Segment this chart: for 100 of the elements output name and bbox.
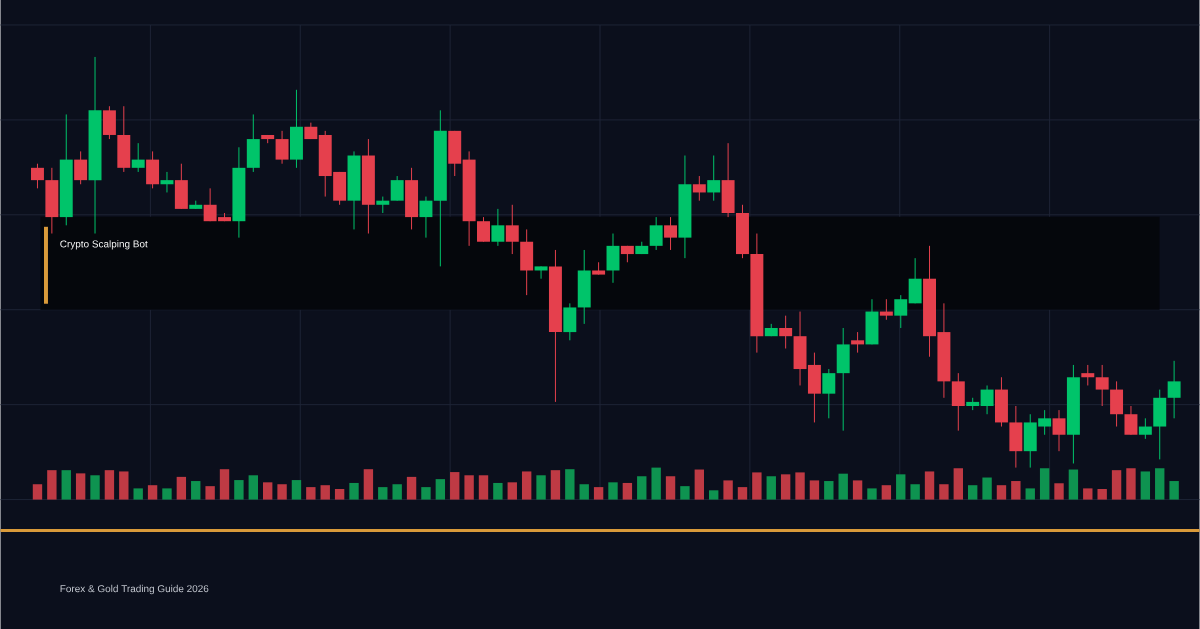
bar: [593, 486, 604, 500]
text: Forex & Gold Trading Guide 2026: [60, 584, 209, 594]
candlestick: [1081, 364, 1095, 386]
candlestick: [649, 216, 663, 251]
annotation: Crypto Scalping Bot: [60, 239, 148, 250]
bar: [838, 473, 848, 500]
bar: [277, 483, 287, 500]
bar: [1169, 480, 1179, 500]
bar: [478, 475, 489, 500]
bar: [737, 486, 748, 500]
bar: [291, 479, 302, 500]
bar: [1011, 480, 1021, 500]
bar: [1083, 488, 1093, 500]
bar: [1140, 471, 1151, 500]
candlestick: [131, 142, 145, 173]
bar: [709, 490, 719, 500]
bar: [435, 478, 446, 500]
bar: [450, 471, 460, 500]
bar: [867, 488, 877, 500]
bar: [349, 482, 359, 500]
bar: [1068, 469, 1079, 500]
bar: [205, 485, 215, 500]
bar: [910, 483, 920, 500]
bar: [1025, 488, 1035, 500]
bar: [1155, 468, 1165, 500]
bar: [191, 480, 201, 500]
bar: [406, 476, 417, 500]
bar: [809, 480, 820, 500]
bar: [162, 488, 172, 500]
candlestick: [692, 175, 706, 201]
candlestick: [477, 216, 490, 243]
bar: [852, 480, 863, 500]
candlestick: [1095, 364, 1109, 407]
candlestick: [505, 204, 519, 255]
bar: [219, 468, 230, 500]
candlestick: [822, 368, 836, 419]
candlestick: [1138, 417, 1152, 440]
bar: [1097, 488, 1107, 500]
bar: [1054, 483, 1064, 500]
bar: [75, 473, 86, 500]
bar: [1039, 468, 1050, 500]
candlestick: [275, 130, 289, 164]
candlestick: [1124, 405, 1138, 436]
bar: [47, 469, 57, 500]
candlestick: [419, 195, 433, 238]
bar: [996, 484, 1007, 500]
bar: [421, 486, 431, 500]
bar: [536, 475, 546, 500]
bar: [176, 476, 187, 500]
bar: [320, 484, 330, 500]
candlestick: [707, 154, 721, 201]
bar: [306, 486, 316, 500]
bar: [363, 468, 374, 500]
bar: [780, 474, 791, 500]
candlestick: [31, 162, 44, 189]
bar: [694, 469, 705, 500]
bar: [637, 476, 647, 500]
bar: [651, 467, 661, 500]
bar: [521, 471, 532, 500]
bar: [90, 475, 100, 500]
candlestick: [491, 208, 505, 247]
bar: [1111, 469, 1122, 500]
bar: [61, 469, 71, 500]
bar: [924, 471, 935, 500]
bar: [982, 477, 992, 500]
candlestick: [1052, 409, 1066, 452]
candlestick: [980, 384, 994, 415]
candlestick: [160, 171, 174, 193]
candlestick: [534, 265, 548, 279]
bar: [881, 484, 892, 500]
candlestick: [390, 175, 404, 201]
bar: [896, 474, 906, 500]
bar: [464, 475, 474, 500]
bar: [953, 468, 963, 500]
bar: [133, 488, 143, 500]
candlestick: [894, 294, 908, 329]
bar: [248, 475, 258, 500]
bar: [824, 480, 834, 500]
bar: [680, 485, 690, 500]
bar: [32, 483, 43, 500]
bar: [262, 482, 273, 500]
candlestick: [1167, 360, 1181, 419]
bar: [234, 479, 244, 500]
bar: [665, 476, 676, 500]
bar: [378, 486, 388, 500]
bar: [939, 483, 949, 500]
candlestick: [664, 216, 678, 251]
bar: [1126, 468, 1136, 500]
bar: [967, 484, 978, 500]
bar: [723, 480, 733, 500]
bar: [550, 469, 561, 500]
candlestick: [879, 298, 893, 321]
bar: [565, 468, 575, 500]
bar: [147, 484, 158, 500]
bar: [507, 482, 517, 500]
bar: [795, 472, 805, 500]
candlestick: [851, 331, 865, 353]
bar: [579, 483, 589, 500]
bar: [119, 471, 129, 500]
bar: [493, 482, 503, 500]
